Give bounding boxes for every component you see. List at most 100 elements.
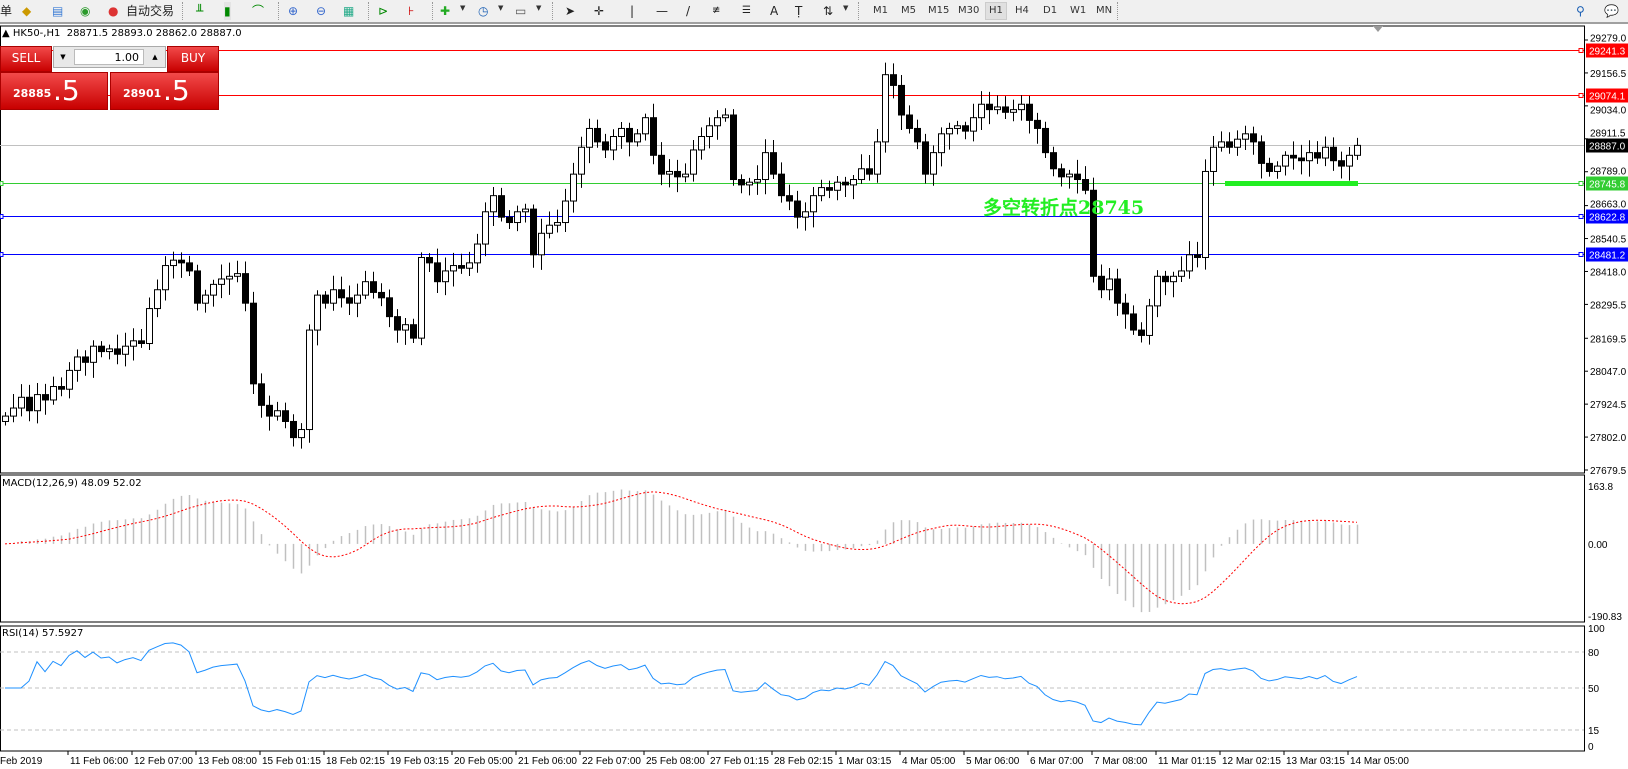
bar-chart-icon[interactable]: ╨ xyxy=(196,4,204,18)
candle xyxy=(1002,96,1009,120)
macd-axis-label: 0.00 xyxy=(1588,540,1608,551)
timeframe-m5[interactable]: M5 xyxy=(901,5,916,16)
periods-icon[interactable]: ◷ xyxy=(478,4,489,18)
candle xyxy=(346,285,353,316)
candle xyxy=(354,283,361,318)
buy-button[interactable]: BUY xyxy=(167,46,219,72)
terminal-icon[interactable]: ▤ xyxy=(52,4,64,18)
fibonacci-expansion-icon[interactable]: ≢ xyxy=(712,5,721,16)
trendline-icon[interactable]: / xyxy=(686,4,691,18)
timeframe-d1[interactable]: D1 xyxy=(1043,5,1058,16)
sell-price-button[interactable]: 28885 .5 xyxy=(0,72,108,110)
bull-candle-body xyxy=(554,222,561,226)
timeframe-m30[interactable]: M30 xyxy=(958,5,980,16)
candle xyxy=(122,332,129,367)
bull-candle-body xyxy=(450,265,457,272)
chat-icon[interactable]: 💬 xyxy=(1604,4,1619,18)
cursor-icon[interactable]: ➤ xyxy=(565,4,576,18)
macd-axis-label: -190.83 xyxy=(1588,612,1622,623)
bull-candle-body xyxy=(706,125,713,138)
bull-candle-body xyxy=(330,289,337,304)
bear-candle-body xyxy=(1026,103,1033,121)
indicators-icon[interactable]: ✚ xyxy=(440,4,451,18)
arrows-icon[interactable]: ⇅ xyxy=(823,4,834,18)
candlestick-icon[interactable]: ▮ xyxy=(224,2,231,20)
bull-candle-body xyxy=(818,187,825,197)
search-icon[interactable]: ⚲ xyxy=(1576,4,1585,18)
candle xyxy=(858,154,865,184)
bear-candle-body xyxy=(1122,302,1129,315)
chart-shift-icon[interactable]: ⊦ xyxy=(408,4,415,18)
sell-button[interactable]: SELL xyxy=(0,46,52,72)
candle xyxy=(722,108,729,122)
price-axis-label: 28047.0 xyxy=(1590,367,1627,378)
timeframe-h4[interactable]: H4 xyxy=(1015,5,1029,16)
price-tag xyxy=(1586,176,1628,191)
timeframe-mn[interactable]: MN xyxy=(1096,5,1113,16)
candle xyxy=(522,203,529,223)
candle xyxy=(210,279,217,307)
bull-candle-body xyxy=(66,369,73,390)
timeframe-w1[interactable]: W1 xyxy=(1070,5,1087,16)
candle xyxy=(474,233,481,273)
autotrade-icon[interactable]: ● xyxy=(108,4,119,18)
candle xyxy=(442,257,449,296)
bear-candle-body xyxy=(1074,173,1081,181)
bull-candle-body xyxy=(146,308,153,345)
price-tag xyxy=(1586,88,1628,103)
candle xyxy=(578,136,585,188)
fibonacci-fan-icon[interactable]: ☰ xyxy=(742,5,751,16)
lot-decrease-icon[interactable]: ▼ xyxy=(60,53,66,61)
pivot-annotation[interactable]: 多空转折点28745 xyxy=(983,197,1145,219)
price-tag-label: 28481.2 xyxy=(1589,251,1626,262)
candle xyxy=(394,309,401,343)
bull-candle-body xyxy=(698,136,705,151)
market-watch-icon[interactable]: ◆ xyxy=(22,4,32,18)
level-handle xyxy=(1578,181,1584,186)
line-chart-icon[interactable]: ⌒ xyxy=(252,4,265,18)
candle xyxy=(498,187,505,222)
bear-candle-body xyxy=(1002,106,1009,113)
bear-candle-body xyxy=(1338,160,1345,167)
zoom-in-icon[interactable]: ⊕ xyxy=(288,4,299,18)
bull-candle-body xyxy=(618,127,625,138)
zoom-out-icon[interactable]: ⊖ xyxy=(316,4,327,18)
candle xyxy=(370,271,377,299)
candle xyxy=(202,289,209,313)
collapse-triangle-icon[interactable]: ▲ xyxy=(2,28,13,39)
autotrade-button[interactable]: 自动交易 xyxy=(126,4,175,18)
candle xyxy=(1138,322,1145,343)
one-click-trading-panel: SELL ▼ 1.00 ▲ BUY 28885 .5 28901 .5 xyxy=(0,46,219,110)
auto-scroll-icon[interactable]: ⊳ xyxy=(378,4,389,18)
candle xyxy=(458,253,465,274)
bear-candle-body xyxy=(282,410,289,422)
horizontal-line-icon[interactable]: — xyxy=(656,4,668,18)
price-axis-label: 28418.0 xyxy=(1590,267,1627,278)
candle xyxy=(90,340,97,378)
lot-size-input[interactable]: 1.00 xyxy=(74,49,144,65)
crosshair-icon[interactable]: ✛ xyxy=(594,4,605,18)
vertical-line-icon[interactable]: | xyxy=(630,4,635,18)
candle xyxy=(810,187,817,228)
level-handle xyxy=(0,214,4,219)
tile-windows-icon[interactable]: ▦ xyxy=(343,4,355,18)
signals-icon[interactable]: ◉ xyxy=(80,4,91,18)
level-handle xyxy=(0,181,4,186)
buy-price-button[interactable]: 28901 .5 xyxy=(110,72,219,110)
candle xyxy=(874,128,881,183)
bull-candle-body xyxy=(1274,165,1281,172)
candle xyxy=(1066,169,1073,189)
rsi-label: RSI(14) 57.5927 xyxy=(2,628,84,639)
text-icon[interactable]: A xyxy=(770,4,779,18)
candle xyxy=(610,129,617,161)
candle xyxy=(98,341,105,358)
lot-increase-icon[interactable]: ▲ xyxy=(152,53,158,61)
templates-icon[interactable]: ▭ xyxy=(515,4,527,18)
timeframe-m1[interactable]: M1 xyxy=(873,5,888,16)
timeframe-m15[interactable]: M15 xyxy=(928,5,950,16)
timeframe-h1[interactable]: H1 xyxy=(985,2,1007,20)
text-label-icon[interactable]: Ṭ xyxy=(795,4,803,18)
bull-candle-body xyxy=(1306,152,1313,162)
candle xyxy=(1018,95,1025,121)
